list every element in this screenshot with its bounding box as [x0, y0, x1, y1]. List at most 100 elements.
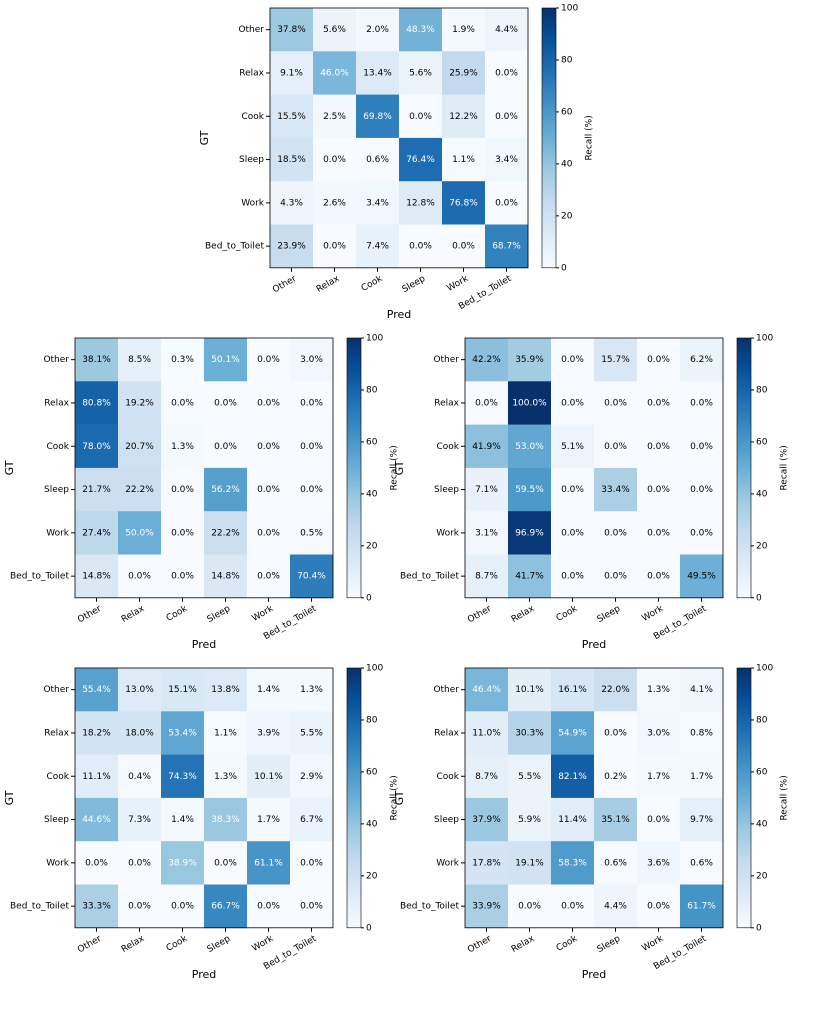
heatmap-cell: [356, 224, 400, 269]
heatmap-cell: [204, 711, 248, 755]
colorbar-tick-label: 40: [756, 819, 768, 829]
cell-label: 0.0%: [171, 398, 194, 408]
heatmap-cell: [485, 51, 529, 95]
cell-label: 0.0%: [561, 398, 584, 408]
heatmap-cell: [75, 338, 119, 382]
y-tick-label: Bed_to_Toilet: [205, 242, 264, 252]
cell-label: 69.8%: [363, 112, 392, 122]
cell-label: 0.0%: [690, 398, 713, 408]
cell-label: 0.0%: [647, 442, 670, 452]
cell-label: 0.0%: [495, 112, 518, 122]
heatmap-cell: [161, 511, 205, 555]
cell-label: 0.0%: [323, 242, 346, 252]
x-tick-label: Sleep: [596, 934, 623, 955]
cell-label: 9.1%: [280, 68, 303, 78]
heatmap-cell: [356, 94, 400, 139]
cell-label: 41.9%: [472, 442, 501, 452]
x-axis-label: Pred: [387, 308, 411, 321]
heatmap-cell: [594, 381, 638, 425]
heatmap-cell: [118, 884, 162, 929]
cell-label: 0.0%: [214, 398, 237, 408]
heatmap-cell: [75, 381, 119, 425]
cell-label: 0.0%: [300, 442, 323, 452]
cell-label: 5.5%: [518, 772, 541, 782]
cell-label: 7.1%: [475, 485, 498, 495]
colorbar-tick-label: 60: [756, 437, 768, 447]
colorbar-tick-label: 0: [756, 593, 762, 603]
heatmap-cell: [508, 467, 552, 512]
cell-label: 10.1%: [254, 772, 283, 782]
heatmap-cell: [399, 51, 443, 95]
cell-label: 5.1%: [561, 442, 584, 452]
colorbar-tick-label: 20: [561, 211, 573, 221]
colorbar-tick-label: 20: [366, 541, 378, 551]
cell-label: 22.0%: [601, 685, 630, 695]
cell-label: 11.1%: [82, 772, 111, 782]
heatmap-cell: [551, 754, 595, 799]
cell-label: 59.5%: [515, 485, 544, 495]
heatmap-cell: [465, 668, 509, 712]
heatmap-cell: [204, 797, 248, 842]
x-tick-label: Sleep: [401, 274, 428, 295]
colorbar-label: Recall (%): [390, 775, 400, 820]
cell-label: 1.4%: [257, 685, 280, 695]
heatmap-cell: [290, 797, 334, 842]
heatmap-cell: [313, 51, 357, 95]
y-tick-label: Relax: [434, 728, 459, 738]
cell-label: 0.0%: [128, 572, 151, 582]
cell-label: 4.4%: [604, 902, 627, 912]
cell-label: 0.0%: [604, 398, 627, 408]
x-tick-label: Work: [251, 604, 276, 624]
cell-label: 0.0%: [604, 572, 627, 582]
x-tick-label: Sleep: [206, 604, 233, 625]
y-tick-label: Bed_to_Toilet: [400, 902, 459, 912]
cell-label: 0.0%: [171, 528, 194, 538]
x-tick-label: Sleep: [206, 934, 233, 955]
cell-label: 1.3%: [647, 685, 670, 695]
heatmap-cell: [637, 711, 681, 755]
cell-label: 100.0%: [512, 398, 547, 408]
cell-label: 30.3%: [515, 728, 544, 738]
cell-label: 46.0%: [320, 68, 349, 78]
heatmap-cell: [161, 381, 205, 425]
y-tick-label: Work: [46, 858, 70, 868]
x-tick-label: Work: [641, 604, 666, 624]
y-tick-label: Other: [433, 685, 459, 695]
cell-label: 50.1%: [211, 355, 240, 365]
colorbar-tick-label: 80: [366, 385, 378, 395]
heatmap-cell: [594, 711, 638, 755]
cell-label: 10.1%: [515, 685, 544, 695]
cell-label: 61.7%: [687, 902, 716, 912]
x-tick-label: Work: [641, 934, 666, 954]
heatmap-cell: [75, 554, 119, 599]
cell-label: 37.8%: [277, 25, 306, 35]
y-tick-label: Work: [46, 528, 70, 538]
cell-label: 0.0%: [300, 485, 323, 495]
heatmap-cell: [247, 424, 291, 469]
y-tick-label: Other: [43, 355, 69, 365]
cell-label: 0.0%: [300, 398, 323, 408]
heatmap-cell: [465, 381, 509, 425]
x-axis-label: Pred: [582, 968, 606, 981]
plot-frame: [464, 337, 724, 599]
y-tick-label: Sleep: [434, 485, 459, 495]
cell-label: 56.2%: [211, 485, 240, 495]
y-tick-label: Cook: [241, 112, 264, 122]
cell-label: 0.0%: [561, 485, 584, 495]
colorbar-label: Recall (%): [585, 115, 595, 160]
x-tick-label: Relax: [120, 934, 147, 955]
cell-label: 82.1%: [558, 772, 587, 782]
cell-label: 22.2%: [125, 485, 154, 495]
cell-label: 1.3%: [214, 772, 237, 782]
heatmap-cell: [680, 841, 724, 885]
heatmap-cell: [508, 841, 552, 885]
heatmap-cell: [118, 381, 162, 425]
heatmap-cell: [508, 554, 552, 599]
heatmap-cell: [204, 884, 248, 929]
heatmap-cell: [551, 338, 595, 382]
cell-label: 53.0%: [515, 442, 544, 452]
cell-label: 0.0%: [409, 242, 432, 252]
cell-label: 80.8%: [82, 398, 111, 408]
heatmap-cell: [465, 711, 509, 755]
heatmap-cell: [313, 181, 357, 225]
